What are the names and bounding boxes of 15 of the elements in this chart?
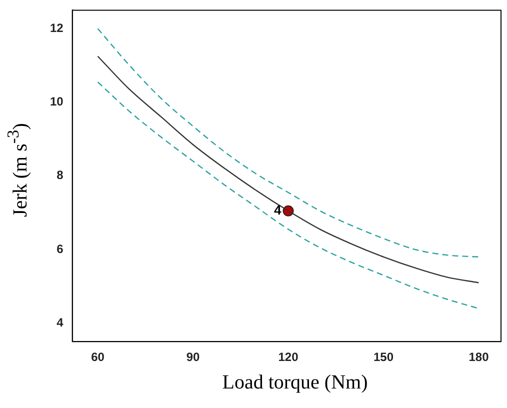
line-series: [97, 81, 480, 310]
x-tick-label: 120: [278, 350, 299, 364]
y-tick-label: 12: [50, 20, 64, 35]
annotation: 4: [274, 202, 282, 218]
y-tick-label: 8: [56, 168, 64, 182]
x-tick-label: 90: [186, 350, 200, 364]
x-axis-title: Load torque (Nm): [222, 372, 368, 394]
y-tick-label: 6: [56, 242, 64, 256]
y-tick-label: 4: [56, 316, 64, 330]
y-tick-label: 10: [50, 94, 64, 109]
line-series: [97, 56, 480, 284]
x-tick-label: 60: [91, 350, 105, 364]
x-tick-label: 150: [374, 350, 394, 364]
x-tick-label: 180: [468, 350, 490, 364]
line-series: [97, 28, 480, 258]
